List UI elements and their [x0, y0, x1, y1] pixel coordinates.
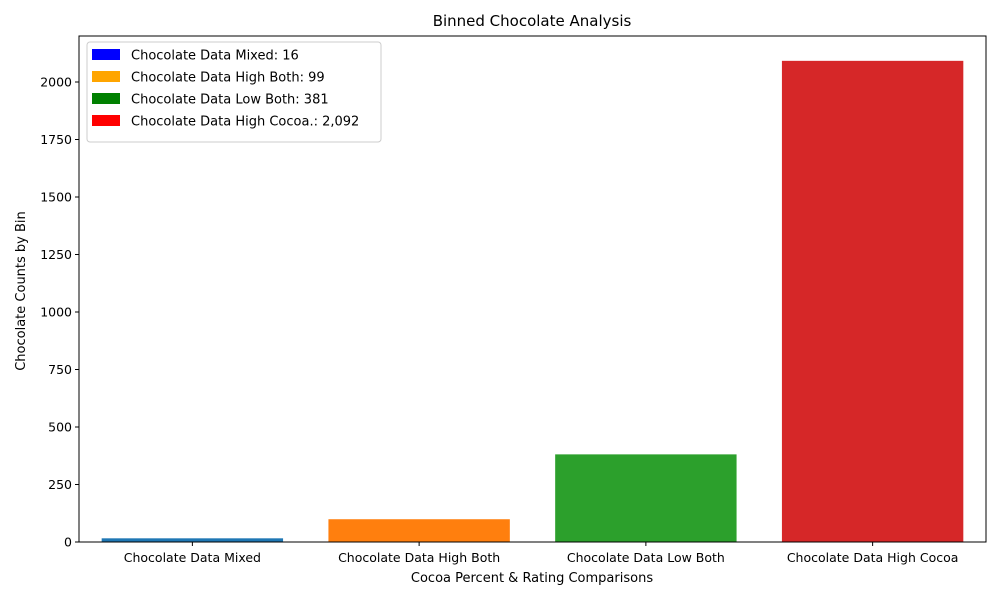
y-axis-label: Chocolate Counts by Bin	[14, 211, 29, 371]
y-tick-label-2: 500	[48, 420, 72, 435]
bar-2	[555, 454, 737, 542]
plot-frame	[78, 35, 987, 543]
y-tick-label-1: 250	[48, 477, 72, 492]
y-tick-label-5: 1250	[40, 247, 72, 262]
y-tick-label-8: 2000	[40, 75, 72, 90]
y-tick-label-0: 0	[64, 535, 72, 550]
legend: Chocolate Data Mixed: 16 Chocolate Data H…	[86, 41, 382, 143]
y-tick-label-7: 1750	[40, 132, 72, 147]
legend-label-2: Chocolate Data Low Both: 381	[131, 93, 329, 108]
y-tick-label-3: 750	[48, 362, 72, 377]
axes-layer: Chocolate Data Mixed Chocolate Data High …	[40, 35, 987, 565]
legend-box	[86, 41, 382, 143]
legend-swatch-0	[92, 49, 120, 60]
bars-layer	[101, 60, 964, 543]
legend-label-1: Chocolate Data High Both: 99	[131, 71, 325, 86]
x-tick-label-1: Chocolate Data High Both	[338, 550, 500, 565]
bar-3	[781, 60, 964, 543]
legend-swatch-2	[92, 93, 120, 104]
x-axis-label: Cocoa Percent & Rating Comparisons	[411, 571, 653, 586]
legend-label-3: Chocolate Data High Cocoa.: 2,092	[131, 115, 359, 130]
bar-0	[101, 538, 284, 542]
legend-label-0: Chocolate Data Mixed: 16	[131, 49, 299, 64]
x-tick-label-3: Chocolate Data High Cocoa	[787, 550, 959, 565]
bar-1	[328, 519, 510, 542]
x-tick-label-0: Chocolate Data Mixed	[124, 550, 261, 565]
y-tick-label-6: 1500	[40, 190, 72, 205]
legend-swatch-1	[92, 71, 120, 82]
chart-title: Binned Chocolate Analysis	[433, 12, 632, 30]
legend-swatch-3	[92, 115, 120, 126]
x-tick-label-2: Chocolate Data Low Both	[567, 550, 725, 565]
y-tick-label-4: 1000	[40, 305, 72, 320]
